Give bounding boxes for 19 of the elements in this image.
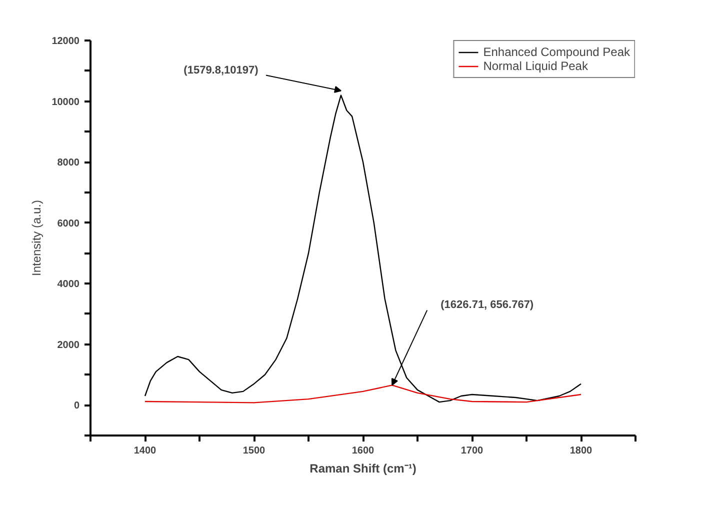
y-tick-label: 10000 <box>52 96 80 108</box>
y-tick-label: 8000 <box>57 158 80 169</box>
y-tick-label: 6000 <box>57 218 80 230</box>
x-tick-label: 1600 <box>352 446 375 456</box>
x-tick-label: 1800 <box>570 446 593 456</box>
legend-label: Normal Liquid Peak <box>483 59 588 73</box>
legend-label: Enhanced Compound Peak <box>483 45 630 59</box>
y-tick-label: 4000 <box>57 279 80 290</box>
annotation: (1579.8,10197) <box>184 64 259 76</box>
annotation: (1626.71, 656.767) <box>440 299 534 312</box>
y-tick-label: 12000 <box>52 36 80 47</box>
y-axis-title: Intensity (a.u.) <box>30 200 44 276</box>
x-tick-label: 1400 <box>134 446 157 456</box>
x-tick-label: 1500 <box>242 446 266 456</box>
x-tick-label: 1700 <box>460 446 484 456</box>
y-tick-label: 2000 <box>57 340 80 351</box>
x-axis-title: Raman Shift (cm⁻¹) <box>310 462 416 476</box>
y-tick-label: 0 <box>74 400 80 412</box>
line-series <box>144 94 582 403</box>
